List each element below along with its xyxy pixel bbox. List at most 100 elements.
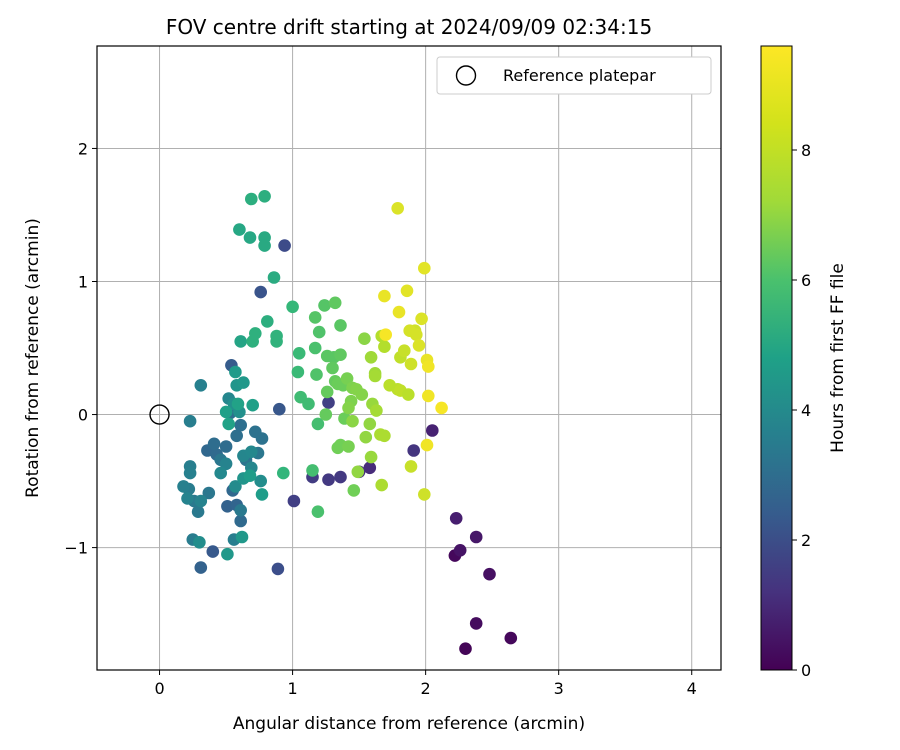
scatter-point (229, 365, 242, 379)
scatter-point (340, 372, 354, 385)
scatter-point (306, 464, 319, 477)
scatter-point (311, 417, 325, 431)
scatter-point (246, 398, 259, 412)
scatter-point (278, 239, 291, 252)
scatter-point (363, 461, 377, 475)
scatter-point (271, 562, 285, 576)
scatter-point (483, 567, 496, 581)
scatter-point (302, 397, 315, 411)
colorbar-tick-label: 2 (801, 531, 811, 550)
scatter-point (292, 347, 306, 360)
scatter-point (312, 325, 326, 339)
x-tick-label: 0 (154, 679, 164, 698)
scatter-point (364, 450, 378, 464)
scatter-point (183, 466, 197, 480)
scatter-point (378, 429, 391, 443)
scatter-point (231, 397, 245, 411)
colorbar-tick-label: 8 (801, 141, 811, 160)
scatter-point (342, 401, 355, 415)
scatter-point (378, 340, 391, 354)
scatter-point (342, 440, 355, 453)
scatter-point (214, 466, 227, 480)
scatter-point (194, 561, 208, 574)
scatter-point (233, 223, 246, 236)
scatter-point (237, 376, 250, 389)
scatter-point (221, 500, 234, 513)
scatter-point (379, 328, 393, 342)
scatter-point (459, 642, 472, 655)
scatter-point (243, 231, 257, 244)
scatter-point (334, 319, 347, 332)
scatter-point (375, 478, 389, 492)
scatter-point (415, 312, 428, 326)
scatter-point (422, 389, 435, 403)
scatter-point (191, 505, 205, 518)
scatter-point (378, 289, 391, 303)
scatter-point (370, 404, 383, 417)
scatter-point (221, 547, 234, 561)
scatter-point (194, 494, 208, 508)
scatter-point (391, 202, 405, 215)
scatter-point (287, 494, 301, 508)
scatter-point (181, 492, 194, 505)
scatter-point (469, 530, 483, 544)
y-axis-label: Rotation from reference (arcmin) (23, 218, 43, 498)
grid-lines (97, 46, 721, 670)
scatter-point (255, 488, 269, 501)
colorbar (760, 45, 793, 671)
scatter-point (331, 441, 345, 455)
scatter-points (177, 190, 518, 655)
scatter-point (308, 341, 322, 355)
scatter-point (410, 328, 423, 342)
scatter-point (273, 402, 286, 416)
scatter-point (404, 357, 418, 371)
chart-title: FOV centre drift starting at 2024/09/09 … (166, 15, 652, 39)
scatter-point (219, 457, 233, 471)
colorbar-tick-label: 0 (801, 661, 811, 680)
scatter-point (322, 396, 335, 409)
scatter-point (402, 388, 415, 401)
scatter-point (322, 473, 335, 487)
scatter-point (254, 474, 267, 488)
colorbar-tick-label: 4 (801, 401, 811, 420)
x-tick-label: 4 (687, 679, 697, 698)
y-tick-label: 0 (78, 406, 88, 425)
scatter-point (230, 429, 243, 443)
scatter-point (469, 617, 483, 630)
scatter-point (426, 424, 439, 437)
legend: Reference platepar (436, 56, 712, 95)
x-axis-ticks: 0 1 2 3 4 (154, 670, 697, 698)
scatter-point (270, 329, 283, 343)
scatter-point (358, 332, 371, 346)
scatter-point (449, 512, 463, 525)
scatter-point (193, 536, 206, 549)
scatter-point (368, 369, 382, 383)
scatter-point (334, 470, 347, 484)
scatter-point (234, 335, 247, 348)
scatter-point (346, 414, 359, 428)
x-tick-label: 1 (287, 679, 297, 698)
scatter-point (308, 311, 322, 324)
scatter-point (183, 414, 197, 428)
scatter-point (206, 545, 220, 558)
scatter-point (359, 430, 373, 444)
scatter-point (407, 444, 421, 457)
scatter-point (249, 327, 262, 340)
legend-reference-marker (455, 65, 477, 86)
scatter-point (328, 296, 342, 310)
scatter-point (363, 417, 377, 431)
scatter-point (286, 300, 299, 314)
scatter-point (194, 379, 208, 392)
x-axis-label: Angular distance from reference (arcmin) (233, 714, 585, 734)
scatter-point (504, 631, 518, 645)
colorbar-ticks: 0 2 4 6 8 (792, 141, 811, 680)
colorbar-tick-label: 6 (801, 271, 811, 290)
scatter-point (420, 438, 434, 452)
scatter-point (326, 361, 339, 375)
scatter-point (258, 239, 271, 252)
scatter-point (311, 505, 325, 518)
scatter-point (334, 348, 347, 362)
y-axis-ticks: −1 0 1 2 (64, 139, 97, 558)
y-tick-label: 2 (78, 139, 88, 158)
legend-box (436, 56, 712, 95)
